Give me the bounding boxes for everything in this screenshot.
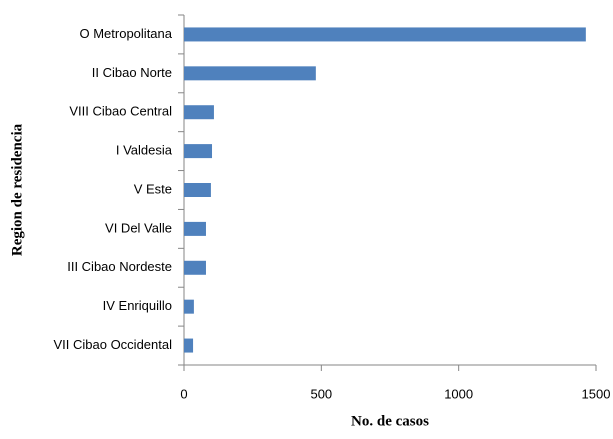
y-tick-label: V Este — [134, 181, 172, 196]
y-tick-label: O Metropolitana — [80, 26, 173, 41]
bar — [184, 144, 213, 159]
x-tick-label: 0 — [180, 386, 187, 401]
bar — [184, 27, 586, 42]
y-tick-label: III Cibao Nordeste — [67, 259, 172, 274]
y-tick-label: VII Cibao Occidental — [53, 337, 172, 352]
x-tick-label: 1500 — [582, 386, 611, 401]
x-tick-label: 1000 — [444, 386, 473, 401]
bar — [184, 221, 206, 236]
y-tick-label: VIII Cibao Central — [69, 104, 172, 119]
bar — [184, 260, 206, 275]
y-tick-label: IV Enriquillo — [103, 298, 172, 313]
y-tick-label: II Cibao Norte — [92, 65, 172, 80]
y-tick-label: I Valdesia — [116, 143, 173, 158]
x-tick-label: 500 — [310, 386, 332, 401]
bar — [184, 338, 194, 353]
bar — [184, 183, 211, 197]
x-axis-title: No. de casos — [351, 413, 429, 429]
y-tick-label: VI Del Valle — [105, 220, 172, 235]
y-axis-title: Region de residencia — [9, 123, 25, 256]
bar — [184, 299, 194, 314]
bar — [184, 66, 316, 81]
bar — [184, 105, 214, 120]
